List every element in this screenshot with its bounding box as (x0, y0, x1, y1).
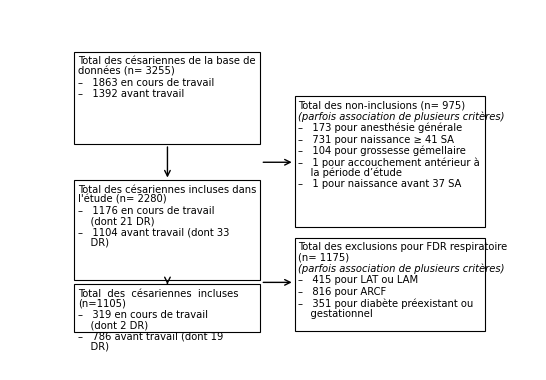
Text: gestationnel: gestationnel (299, 309, 373, 318)
Text: –   1863 en cours de travail: – 1863 en cours de travail (78, 78, 215, 88)
Text: –   1176 en cours de travail: – 1176 en cours de travail (78, 206, 215, 216)
Text: –   1 pour naissance avant 37 SA: – 1 pour naissance avant 37 SA (299, 179, 462, 189)
Text: Total  des  césariennes  incluses: Total des césariennes incluses (78, 289, 239, 299)
Text: DR): DR) (78, 342, 109, 352)
FancyBboxPatch shape (294, 96, 485, 226)
Text: –   786 avant travail (dont 19: – 786 avant travail (dont 19 (78, 332, 224, 342)
Text: (parfois association de plusieurs critères): (parfois association de plusieurs critèr… (299, 111, 505, 122)
Text: Total des non-inclusions (n= 975): Total des non-inclusions (n= 975) (299, 100, 466, 110)
Text: Total des césariennes incluses dans: Total des césariennes incluses dans (78, 185, 257, 195)
Text: la période d’étude: la période d’étude (299, 167, 402, 177)
Text: –   415 pour LAT ou LAM: – 415 pour LAT ou LAM (299, 276, 419, 285)
Text: DR): DR) (78, 238, 109, 248)
Text: –   731 pour naissance ≥ 41 SA: – 731 pour naissance ≥ 41 SA (299, 135, 454, 144)
Text: –   816 pour ARCF: – 816 pour ARCF (299, 287, 387, 297)
Text: –   104 pour grossesse gémellaire: – 104 pour grossesse gémellaire (299, 146, 466, 156)
Text: –   1 pour accouchement antérieur à: – 1 pour accouchement antérieur à (299, 157, 480, 168)
Text: Total des césariennes de la base de: Total des césariennes de la base de (78, 56, 256, 66)
Text: (n=1105): (n=1105) (78, 299, 126, 309)
FancyBboxPatch shape (74, 52, 260, 144)
Text: –   319 en cours de travail: – 319 en cours de travail (78, 310, 209, 320)
Text: données (n= 3255): données (n= 3255) (78, 66, 175, 76)
Text: (dont 21 DR): (dont 21 DR) (78, 216, 155, 226)
Text: l'étude (n= 2280): l'étude (n= 2280) (78, 195, 167, 205)
Text: Total des exclusions pour FDR respiratoire: Total des exclusions pour FDR respiratoi… (299, 242, 508, 252)
FancyBboxPatch shape (74, 284, 260, 332)
Text: –   173 pour anesthésie générale: – 173 pour anesthésie générale (299, 122, 462, 133)
FancyBboxPatch shape (294, 238, 485, 331)
Text: (dont 2 DR): (dont 2 DR) (78, 320, 149, 330)
Text: –   1392 avant travail: – 1392 avant travail (78, 89, 185, 99)
Text: –   351 pour diabète préexistant ou: – 351 pour diabète préexistant ou (299, 298, 474, 309)
Text: –   1104 avant travail (dont 33: – 1104 avant travail (dont 33 (78, 228, 230, 238)
Text: (n= 1175): (n= 1175) (299, 252, 349, 263)
FancyBboxPatch shape (74, 180, 260, 280)
Text: (parfois association de plusieurs critères): (parfois association de plusieurs critèr… (299, 263, 505, 274)
